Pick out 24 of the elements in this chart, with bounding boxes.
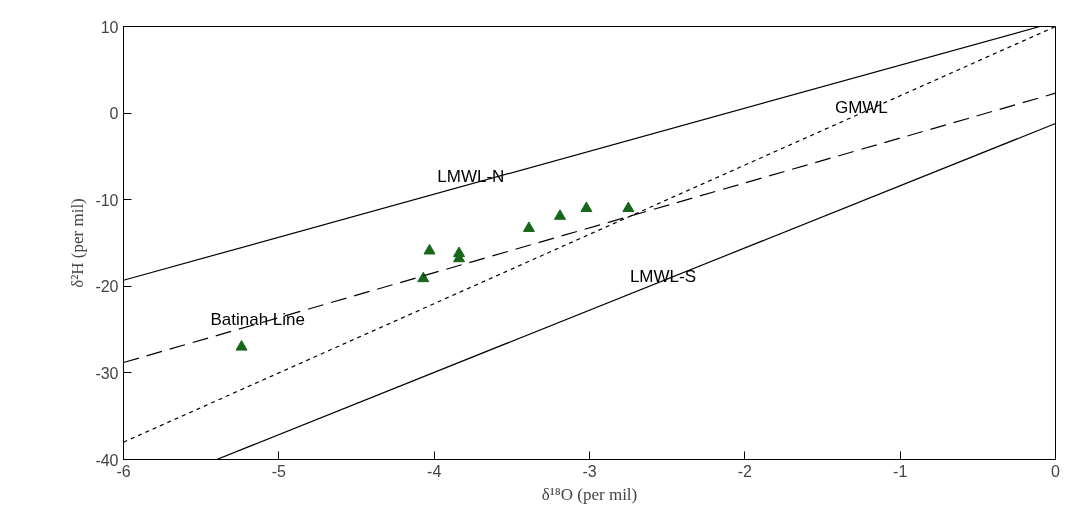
point	[417, 271, 430, 283]
y-tick-label: -40	[95, 451, 119, 469]
annotation: LMWL-N	[437, 166, 505, 186]
x-tick-label: 0	[1051, 462, 1061, 480]
x-tick-label: -4	[427, 462, 442, 480]
y-tick-label: 0	[109, 105, 119, 123]
x-tick-label: -1	[893, 462, 908, 480]
x-axis-title: δ¹⁸O (per mil)	[541, 484, 638, 504]
annotation: Batinah Line	[210, 310, 306, 330]
y-tick-label: -30	[95, 364, 119, 382]
point	[522, 221, 535, 232]
point	[580, 201, 593, 213]
x-tick-label: -2	[737, 462, 753, 480]
x-tick-label: -5	[271, 462, 287, 480]
y-tick-label: -10	[95, 191, 119, 209]
point	[235, 340, 248, 351]
point	[423, 243, 436, 255]
point	[553, 209, 566, 220]
x-tick-label: -3	[582, 462, 597, 480]
point	[622, 201, 635, 213]
y-tick-label: -20	[95, 278, 119, 296]
y-axis-title: δ²H (per mil)	[68, 198, 88, 288]
y-tick-label: 10	[100, 18, 119, 36]
annotation: GMWL	[834, 98, 888, 118]
